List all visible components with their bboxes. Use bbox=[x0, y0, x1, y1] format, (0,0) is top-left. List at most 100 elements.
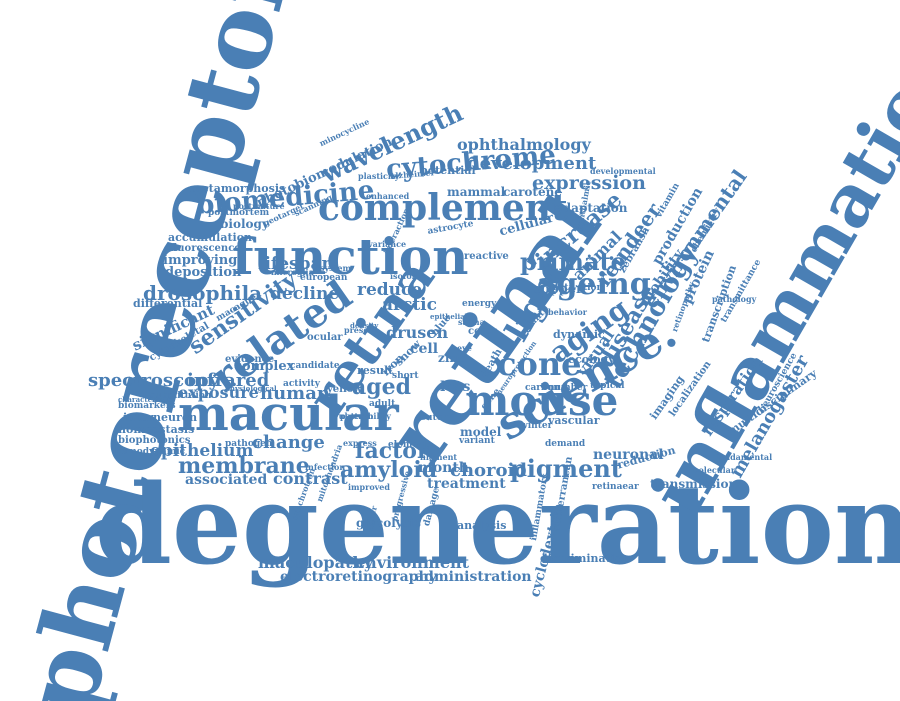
cloud-word-activation: activation bbox=[553, 283, 604, 293]
cloud-word-short: short bbox=[392, 371, 419, 381]
cloud-word-candidate: candidate bbox=[290, 361, 340, 371]
cloud-word-vulnerability: vulnerability bbox=[334, 411, 391, 421]
cloud-word-ecology: ecology bbox=[568, 353, 615, 366]
cloud-word-factor: factor bbox=[355, 438, 429, 464]
cloud-word-density: density bbox=[350, 321, 379, 330]
cloud-word-physiological: physiological bbox=[225, 384, 277, 393]
cloud-word-model: model bbox=[460, 425, 502, 439]
cloud-word-biophotonics: biophotonics bbox=[118, 435, 191, 446]
cloud-word-dynamic: dynamic bbox=[553, 328, 605, 341]
cloud-word-epithelium: epithelium bbox=[150, 441, 254, 461]
cloud-word-aged: aged bbox=[352, 374, 412, 400]
cloud-word-molecular: molecular bbox=[690, 465, 736, 475]
cloud-word-winter: winter bbox=[520, 421, 553, 431]
cloud-word-drusen: drusen bbox=[386, 323, 449, 342]
cloud-word-macular: macular bbox=[178, 386, 399, 442]
cloud-word-demand: demand bbox=[545, 439, 586, 449]
cloud-word-analysis: analysis bbox=[457, 519, 507, 532]
cloud-word-primate: primate bbox=[520, 247, 626, 276]
cloud-word-copper: copper bbox=[533, 282, 583, 297]
cloud-word-transmission: transmission bbox=[650, 477, 738, 491]
cloud-word-decline: decline bbox=[270, 284, 340, 304]
cloud-word-postmature: postmature bbox=[233, 201, 285, 211]
cloud-word-variant: variant bbox=[459, 436, 495, 446]
cloud-word-substitution: substitution bbox=[150, 391, 212, 401]
cloud-word-carotene: carotene bbox=[503, 185, 562, 199]
cloud-word-adaptation: adaptation bbox=[555, 201, 628, 215]
cloud-word-system: system bbox=[320, 263, 351, 273]
cloud-word-ocular: ocular bbox=[307, 332, 343, 343]
cloud-word-behavior: behavior bbox=[548, 307, 587, 317]
cloud-word-eye: eye bbox=[457, 343, 472, 353]
cloud-word-pattern: pattern bbox=[340, 411, 374, 421]
cloud-word-carbon: carbon bbox=[525, 383, 560, 393]
cloud-word-topical: topical bbox=[590, 381, 625, 391]
cloud-word-cone: cone bbox=[497, 345, 582, 383]
cloud-word-isoform: isoform bbox=[390, 271, 425, 281]
cloud-word-zinc: zinc bbox=[438, 351, 466, 365]
cloud-word-ageing: ageing bbox=[537, 267, 651, 302]
cloud-word-infrared: infrared bbox=[187, 370, 270, 391]
cloud-word-enhanced: enhanced bbox=[366, 191, 410, 201]
cloud-word-interneuron: interneuron bbox=[123, 411, 198, 424]
cloud-word-adult: adult bbox=[369, 399, 396, 409]
cloud-word-present: present bbox=[344, 325, 379, 335]
cloud-word-infection: infection bbox=[305, 462, 346, 472]
cloud-word-postmortem: postmortem bbox=[208, 208, 270, 218]
cloud-word-degeneration: degeneration bbox=[95, 460, 900, 589]
cloud-word-activity: activity bbox=[283, 379, 320, 389]
cloud-word-mammal: mammal bbox=[447, 185, 506, 199]
cloud-word-loss: loss bbox=[440, 379, 471, 395]
cloud-word-metamorphosis: metamorphosis bbox=[190, 182, 286, 195]
cloud-word-biology: biology bbox=[220, 217, 269, 231]
cloud-word-arctic: arctic bbox=[382, 295, 437, 315]
cloud-word-discrimination: discrimination bbox=[540, 552, 631, 565]
cloud-word-spectroscopy: spectroscopy bbox=[88, 370, 220, 391]
cloud-word-evidence: evidence bbox=[225, 354, 275, 365]
cloud-word-pathogen: pathogen bbox=[225, 439, 273, 449]
cloud-word-express: express bbox=[343, 438, 377, 448]
cloud-word-color: color bbox=[468, 326, 497, 337]
cloud-word-salina: salina bbox=[458, 317, 485, 327]
cloud-word-retinaear: retinaear bbox=[592, 482, 639, 492]
cloud-word-outer: outer bbox=[420, 413, 448, 423]
cloud-word-development: development bbox=[467, 153, 597, 174]
cloud-word-epithelial: epithelial bbox=[430, 312, 468, 321]
cloud-word-month: month bbox=[418, 460, 469, 476]
cloud-word-mouse: mouse bbox=[465, 376, 619, 425]
cloud-word-exposure: exposure bbox=[178, 383, 259, 402]
cloud-word-developmental: developmental bbox=[590, 166, 656, 176]
cloud-word-european: european bbox=[300, 273, 348, 283]
cloud-word-differential: differential bbox=[133, 297, 203, 310]
cloud-word-hemodynamic: hemodynamic bbox=[115, 447, 186, 457]
cloud-word-variance: variance bbox=[368, 239, 407, 249]
cloud-word-result: result bbox=[357, 364, 394, 377]
cloud-word-fundamental: fundamental bbox=[715, 452, 773, 462]
cloud-word-homeostasis: homeostasis bbox=[118, 423, 195, 436]
cloud-word-vascular: vascular bbox=[548, 414, 600, 427]
cloud-word-potential: potential bbox=[420, 164, 476, 177]
cloud-word-complement: complement bbox=[318, 187, 568, 229]
cloud-word-amyloid: amyloid bbox=[340, 457, 438, 483]
cloud-word-drosophila: drosophila bbox=[143, 281, 263, 305]
cloud-word-neuronal: neuronal bbox=[593, 447, 664, 463]
cloud-word-plasticity: plasticity bbox=[358, 171, 400, 181]
cloud-word-improving: improving bbox=[163, 253, 238, 268]
cloud-word-membrane: membrane bbox=[178, 453, 310, 479]
cloud-word-expression: expression bbox=[532, 172, 646, 194]
cloud-word-electroretinography: electroretinography bbox=[280, 569, 437, 585]
cloud-word-filament: filament bbox=[420, 452, 458, 462]
cloud-word-complex: complex bbox=[234, 359, 295, 374]
cloud-word-energy: energy bbox=[462, 299, 497, 309]
cloud-word-biomarkers: biomarkers bbox=[118, 401, 176, 411]
cloud-word-treatment: treatment bbox=[427, 476, 506, 492]
cloud-word-element: element bbox=[388, 440, 429, 450]
cloud-word-maculopathy: maculopathy bbox=[258, 553, 374, 572]
cloud-word-environment: environment bbox=[355, 553, 470, 572]
cloud-word-change: change bbox=[252, 432, 325, 453]
cloud-word-lifespan: lifespan bbox=[258, 254, 334, 274]
cloud-word-improved: improved bbox=[348, 482, 390, 492]
cloud-word-pathology: pathology bbox=[712, 294, 757, 304]
cloud-word-accumulation: accumulation bbox=[168, 231, 253, 244]
cloud-word-function: function bbox=[232, 227, 469, 286]
